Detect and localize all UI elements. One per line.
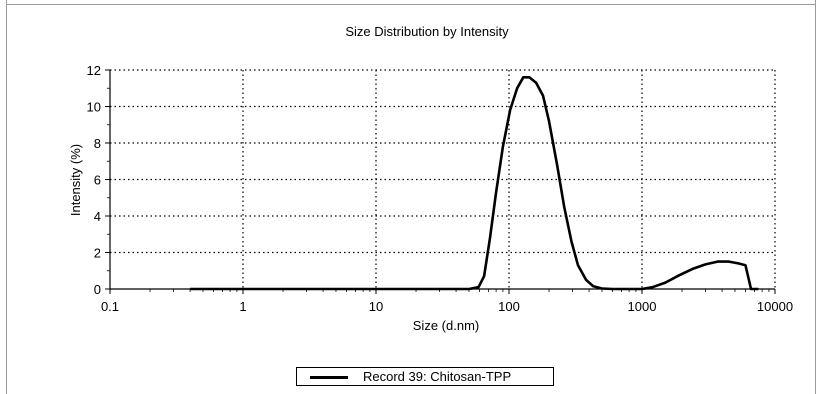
axes	[105, 69, 776, 294]
y-tick-label-4: 4	[94, 209, 101, 224]
x-tick-label-1: 1	[239, 299, 246, 314]
y-tick-label-8: 8	[94, 136, 101, 151]
y-tick-label-6: 6	[94, 173, 101, 188]
legend: Record 39: Chitosan-TPP	[296, 367, 554, 386]
frame-border-right	[815, 0, 816, 394]
y-tick-label-0: 0	[94, 282, 101, 297]
y-tick-label-10: 10	[87, 100, 101, 115]
x-tick-label-0.1: 0.1	[101, 299, 119, 314]
x-tick-label-10000: 10000	[757, 299, 793, 314]
y-axis-label: Intensity (%)	[68, 144, 83, 216]
series-line-chitosan-tpp	[190, 76, 759, 291]
legend-label: Record 39: Chitosan-TPP	[363, 369, 512, 384]
grid-lines	[110, 69, 776, 289]
x-tick-label-1000: 1000	[628, 299, 657, 314]
y-tick-label-2: 2	[94, 246, 101, 261]
y-tick-labels: 0 2 4 6 8 10 12	[87, 63, 101, 297]
legend-line-swatch	[310, 376, 348, 379]
chart-title: Size Distribution by Intensity	[345, 24, 509, 39]
x-tick-label-100: 100	[498, 299, 520, 314]
frame-border-left	[6, 0, 7, 394]
y-tick-label-12: 12	[87, 63, 101, 78]
x-tick-label-10: 10	[369, 299, 383, 314]
x-axis-label: Size (d.nm)	[413, 318, 479, 333]
x-tick-labels: 0.1 1 10 100 1000 10000	[101, 299, 793, 314]
frame-border-top	[6, 4, 816, 5]
